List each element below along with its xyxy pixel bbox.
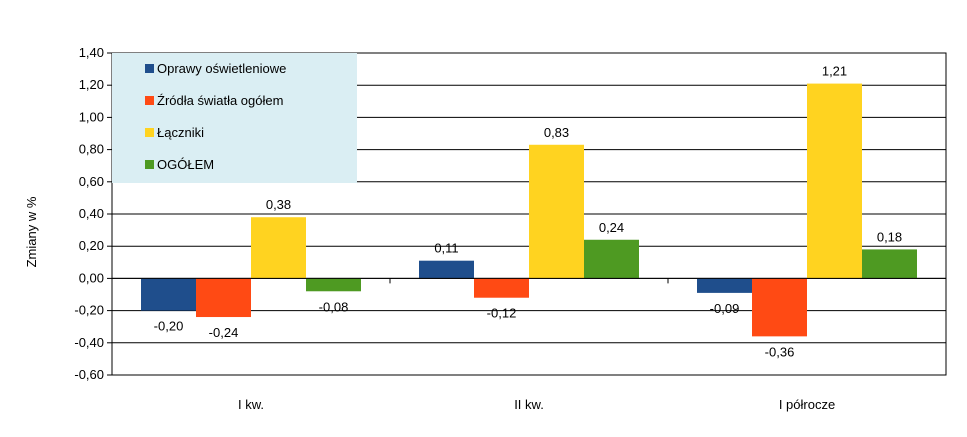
bar xyxy=(419,260,474,279)
data-label: -0,36 xyxy=(765,344,795,359)
data-label: -0,20 xyxy=(154,319,184,334)
axes: -0,60 -0,40 -0,20 0,00 0,20 0,40 0,60 0,80 1,00 1… xyxy=(74,45,947,412)
data-label: 1,21 xyxy=(822,64,847,79)
legend-label: Oprawy oświetleniowe xyxy=(157,61,286,76)
legend-label: Łączniki xyxy=(157,125,204,140)
bar xyxy=(584,239,639,279)
legend-swatch xyxy=(145,96,154,105)
data-label: 0,11 xyxy=(434,241,458,256)
bar xyxy=(306,278,361,292)
bar xyxy=(807,83,862,279)
y-tick-label: 0,00 xyxy=(79,270,104,285)
data-label: 0,18 xyxy=(877,229,902,244)
y-tick-label: 0,20 xyxy=(79,238,104,253)
y-tick-label: 1,20 xyxy=(79,77,104,92)
data-label: -0,24 xyxy=(209,325,239,340)
y-tick-label: 0,60 xyxy=(79,174,104,189)
data-label: 0,38 xyxy=(266,197,291,212)
bar xyxy=(141,278,196,311)
legend-label: Źródła światła ogółem xyxy=(157,93,283,108)
y-tick-label: -0,40 xyxy=(74,335,104,350)
bar xyxy=(752,278,807,337)
data-label: -0,09 xyxy=(710,301,740,316)
data-label: 0,24 xyxy=(599,220,624,235)
bar xyxy=(697,278,752,293)
data-labels: -0,20 -0,24 0,38 -0,08 0,11 -0,12 0,83 0,24 -0,0… xyxy=(154,64,902,360)
y-tick-label: -0,20 xyxy=(74,303,104,318)
legend-label: OGÓŁEM xyxy=(157,157,214,172)
legend-swatch xyxy=(145,160,154,169)
legend: Oprawy oświetleniowe Źródła światła ogółe… xyxy=(112,53,357,183)
bar xyxy=(251,217,306,279)
bars xyxy=(141,83,917,337)
y-tick-label: 0,80 xyxy=(79,142,104,157)
y-tick-label: 1,40 xyxy=(79,45,104,60)
y-tick-label: 1,00 xyxy=(79,109,104,124)
bar xyxy=(196,278,251,318)
data-label: -0,12 xyxy=(487,306,517,321)
data-label: 0,83 xyxy=(544,125,569,140)
bar xyxy=(529,144,584,279)
x-tick-label: II kw. xyxy=(514,397,544,412)
bar xyxy=(474,278,529,298)
bar xyxy=(862,249,917,279)
y-tick-label: 0,40 xyxy=(79,206,104,221)
y-tick-label: -0,60 xyxy=(74,367,104,382)
plot-border xyxy=(111,52,947,376)
y-axis-title: Zmiany w % xyxy=(24,196,39,267)
legend-swatch xyxy=(145,64,154,73)
x-tick-label: I półrocze xyxy=(779,397,835,412)
data-label: -0,08 xyxy=(319,299,349,314)
x-tick-label: I kw. xyxy=(238,397,264,412)
legend-swatch xyxy=(145,128,154,137)
